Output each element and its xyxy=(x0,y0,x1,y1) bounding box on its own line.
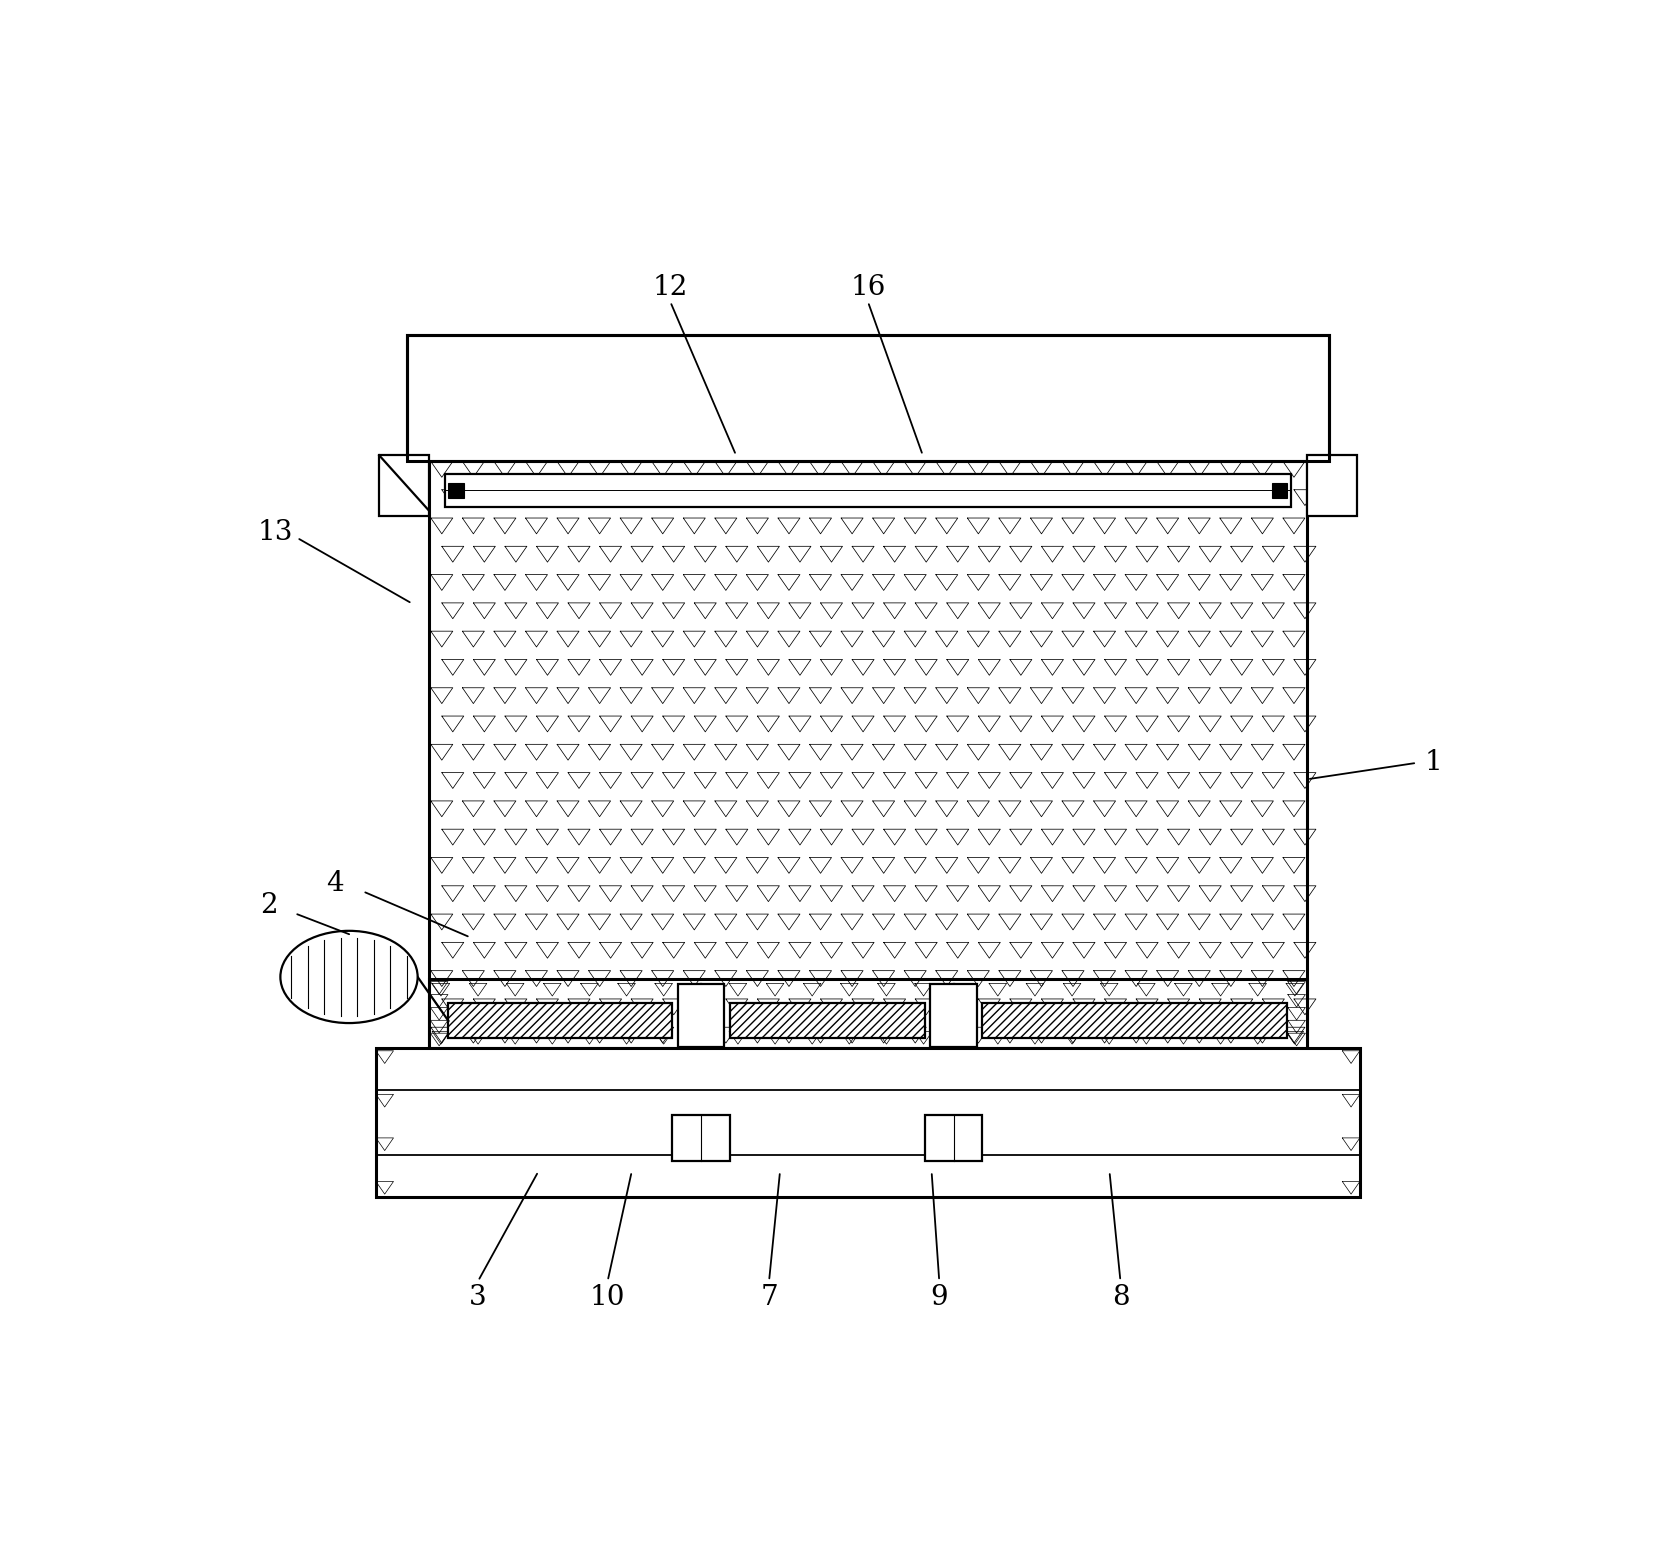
Bar xyxy=(376,1049,1359,1197)
Bar xyxy=(677,984,724,1047)
Bar xyxy=(448,1004,672,1038)
Text: 7: 7 xyxy=(761,1284,777,1312)
Bar xyxy=(406,334,1329,462)
Bar xyxy=(406,334,1329,462)
Text: 3: 3 xyxy=(470,1284,487,1312)
Bar xyxy=(448,483,463,499)
Bar xyxy=(729,1004,925,1038)
Text: 13: 13 xyxy=(257,519,293,545)
Text: 9: 9 xyxy=(930,1284,948,1312)
Text: 12: 12 xyxy=(652,274,687,301)
Bar xyxy=(428,427,1308,1049)
Text: 1: 1 xyxy=(1425,749,1443,777)
Bar xyxy=(428,979,1308,1049)
Text: 10: 10 xyxy=(590,1284,625,1312)
Ellipse shape xyxy=(281,931,418,1023)
Bar xyxy=(1308,455,1356,516)
Bar xyxy=(445,474,1291,507)
Bar xyxy=(1272,483,1287,499)
Bar xyxy=(406,334,1329,462)
Bar xyxy=(981,1004,1287,1038)
Text: 16: 16 xyxy=(849,274,886,301)
Text: 8: 8 xyxy=(1112,1284,1129,1312)
Bar xyxy=(380,455,428,516)
Text: 4: 4 xyxy=(326,870,344,897)
Bar xyxy=(672,1116,729,1161)
Text: 2: 2 xyxy=(261,892,278,918)
Bar xyxy=(925,1116,981,1161)
Bar xyxy=(931,984,976,1047)
